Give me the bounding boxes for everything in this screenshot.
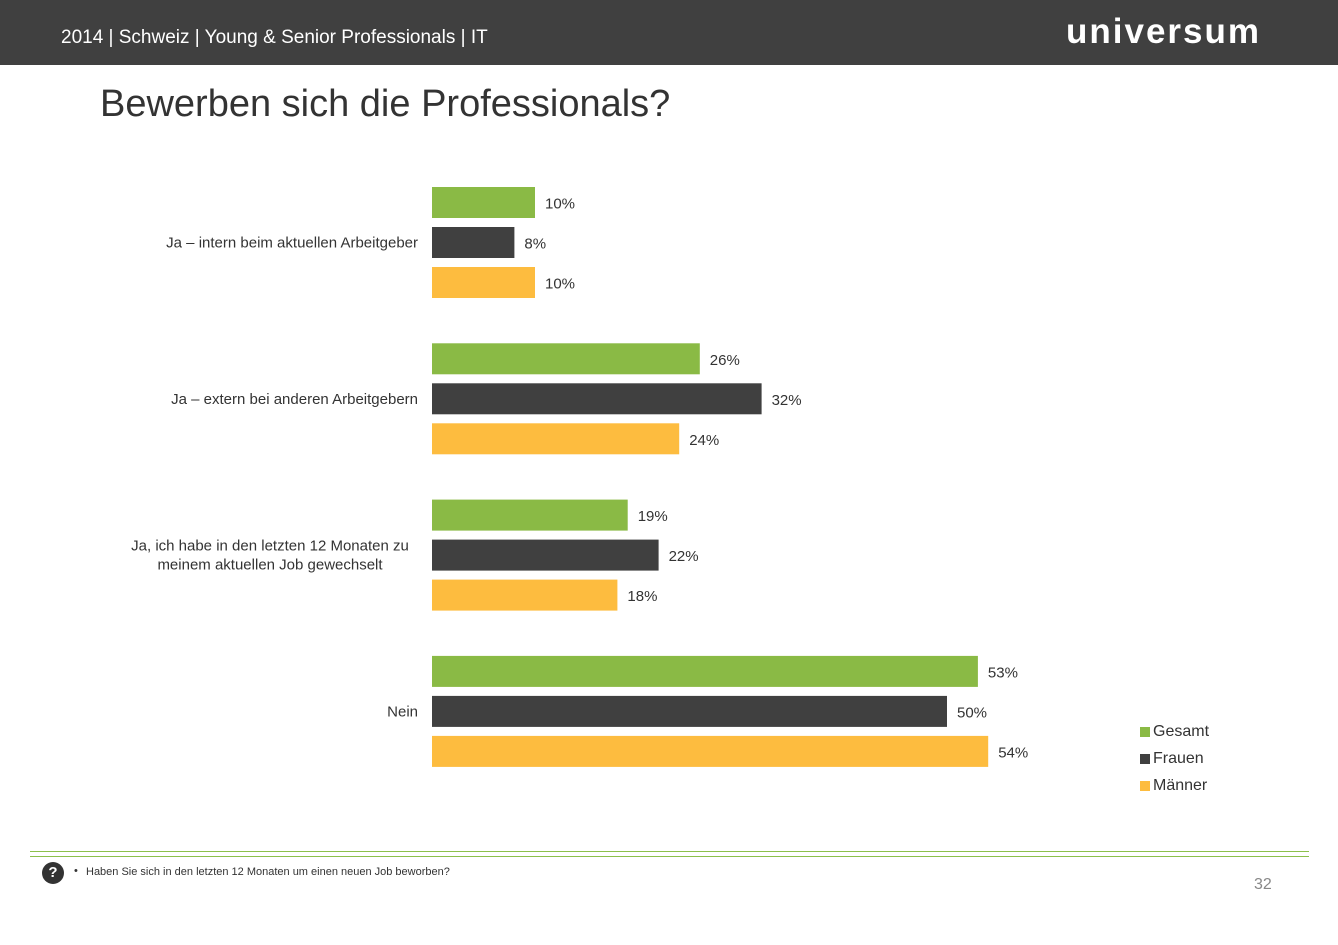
data-label: 22% — [669, 548, 699, 565]
bar-männer — [432, 579, 618, 611]
bar-männer — [432, 267, 535, 298]
legend-swatch-maenner — [1140, 780, 1150, 791]
data-label: 50% — [957, 704, 987, 721]
data-label: 32% — [772, 392, 802, 409]
legend-label-frauen: Frauen — [1153, 749, 1204, 767]
category-label: Ja, ich habe in den letzten 12 Monaten z… — [131, 538, 409, 574]
question-mark-icon: ? — [42, 862, 64, 884]
page-title: Bewerben sich die Professionals? — [100, 83, 671, 125]
bar-gesamt — [432, 343, 700, 375]
bar-männer — [432, 423, 680, 455]
bar-frauen — [432, 539, 659, 571]
data-label: 10% — [545, 276, 575, 293]
footer-rule-top — [30, 851, 1309, 852]
data-label: 26% — [710, 352, 740, 369]
legend-swatch-frauen — [1140, 753, 1150, 764]
page-number: 32 — [1254, 876, 1272, 893]
footer-rule-bottom — [30, 856, 1309, 857]
category-label: Nein — [387, 703, 418, 720]
category-label-line: meinem aktuellen Job gewechselt — [157, 557, 383, 574]
legend-label-gesamt: Gesamt — [1153, 722, 1210, 740]
category-label: Ja – extern bei anderen Arbeitgebern — [171, 391, 418, 408]
data-label: 18% — [627, 588, 657, 605]
category-label: Ja – intern beim aktuellen Arbeitgeber — [166, 235, 418, 252]
footnote-bullet: • — [74, 865, 78, 877]
chart-legend: Gesamt Frauen Männer — [1140, 718, 1209, 799]
data-label: 19% — [638, 508, 668, 525]
bar-gesamt — [432, 499, 628, 531]
legend-swatch-gesamt — [1140, 726, 1150, 737]
bar-frauen — [432, 227, 515, 258]
legend-item-maenner: Männer — [1140, 772, 1209, 799]
data-label: 10% — [545, 196, 575, 213]
survey-question: Haben Sie sich in den letzten 12 Monaten… — [86, 866, 450, 878]
data-label: 54% — [998, 744, 1028, 761]
legend-item-frauen: Frauen — [1140, 745, 1209, 772]
brand-logo: universum — [1066, 12, 1261, 51]
bar-gesamt — [432, 655, 978, 687]
data-label: 24% — [689, 432, 719, 449]
data-label: 53% — [988, 664, 1018, 681]
legend-item-gesamt: Gesamt — [1140, 718, 1209, 745]
legend-label-maenner: Männer — [1153, 776, 1208, 794]
data-label: 8% — [524, 236, 546, 253]
bar-gesamt — [432, 187, 535, 218]
bar-frauen — [432, 695, 947, 727]
header-bar: 2014 | Schweiz | Young & Senior Professi… — [0, 0, 1338, 65]
header-title: 2014 | Schweiz | Young & Senior Professi… — [61, 27, 488, 48]
bar-männer — [432, 735, 989, 767]
category-label-line: Ja, ich habe in den letzten 12 Monaten z… — [131, 538, 409, 555]
bar-frauen — [432, 383, 762, 415]
